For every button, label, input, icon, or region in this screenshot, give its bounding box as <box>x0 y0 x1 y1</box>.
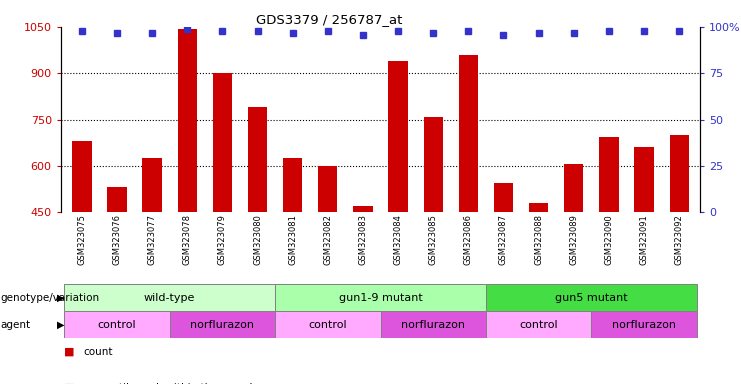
Text: GSM323086: GSM323086 <box>464 214 473 265</box>
Bar <box>318 166 337 212</box>
Text: count: count <box>83 347 113 357</box>
Text: GSM323089: GSM323089 <box>569 214 578 265</box>
Text: wild-type: wild-type <box>144 293 196 303</box>
Text: gun5 mutant: gun5 mutant <box>555 293 628 303</box>
Text: GSM323091: GSM323091 <box>639 214 648 265</box>
Text: GSM323092: GSM323092 <box>674 214 684 265</box>
Bar <box>486 311 591 338</box>
Bar <box>64 311 170 338</box>
Bar <box>634 147 654 212</box>
Text: norflurazon: norflurazon <box>190 319 254 329</box>
Bar <box>564 164 583 212</box>
Text: norflurazon: norflurazon <box>401 319 465 329</box>
Bar <box>72 141 91 212</box>
Text: ■: ■ <box>64 383 75 384</box>
Text: GDS3379 / 256787_at: GDS3379 / 256787_at <box>256 13 402 26</box>
Text: GSM323085: GSM323085 <box>429 214 438 265</box>
Text: genotype/variation: genotype/variation <box>1 293 100 303</box>
Bar <box>64 284 275 311</box>
Text: GSM323083: GSM323083 <box>359 214 368 265</box>
Bar <box>142 158 162 212</box>
Text: GSM323087: GSM323087 <box>499 214 508 265</box>
Text: GSM323081: GSM323081 <box>288 214 297 265</box>
Bar <box>353 206 373 212</box>
Text: gun1-9 mutant: gun1-9 mutant <box>339 293 422 303</box>
Bar <box>670 135 689 212</box>
Text: GSM323088: GSM323088 <box>534 214 543 265</box>
Bar <box>380 311 486 338</box>
Bar <box>283 158 302 212</box>
Text: ■: ■ <box>64 347 75 357</box>
Text: GSM323076: GSM323076 <box>113 214 122 265</box>
Text: GSM323079: GSM323079 <box>218 214 227 265</box>
Bar <box>107 187 127 212</box>
Text: GSM323078: GSM323078 <box>183 214 192 265</box>
Text: agent: agent <box>1 319 31 329</box>
Bar <box>275 284 486 311</box>
Text: control: control <box>519 319 558 329</box>
Bar <box>529 203 548 212</box>
Bar <box>247 107 268 212</box>
Text: GSM323075: GSM323075 <box>77 214 87 265</box>
Text: GSM323082: GSM323082 <box>323 214 332 265</box>
Text: GSM323077: GSM323077 <box>147 214 156 265</box>
Text: control: control <box>98 319 136 329</box>
Bar <box>599 137 619 212</box>
Text: ▶: ▶ <box>57 319 64 329</box>
Text: GSM323080: GSM323080 <box>253 214 262 265</box>
Bar <box>213 73 232 212</box>
Text: control: control <box>308 319 347 329</box>
Text: GSM323090: GSM323090 <box>605 214 614 265</box>
Text: ▶: ▶ <box>57 293 64 303</box>
Bar <box>275 311 380 338</box>
Bar <box>486 284 697 311</box>
Text: GSM323084: GSM323084 <box>393 214 402 265</box>
Bar <box>424 117 443 212</box>
Bar <box>178 29 197 212</box>
Bar <box>170 311 275 338</box>
Bar <box>591 311 697 338</box>
Bar <box>388 61 408 212</box>
Bar <box>459 55 478 212</box>
Text: norflurazon: norflurazon <box>612 319 676 329</box>
Text: percentile rank within the sample: percentile rank within the sample <box>83 383 259 384</box>
Bar <box>494 183 514 212</box>
